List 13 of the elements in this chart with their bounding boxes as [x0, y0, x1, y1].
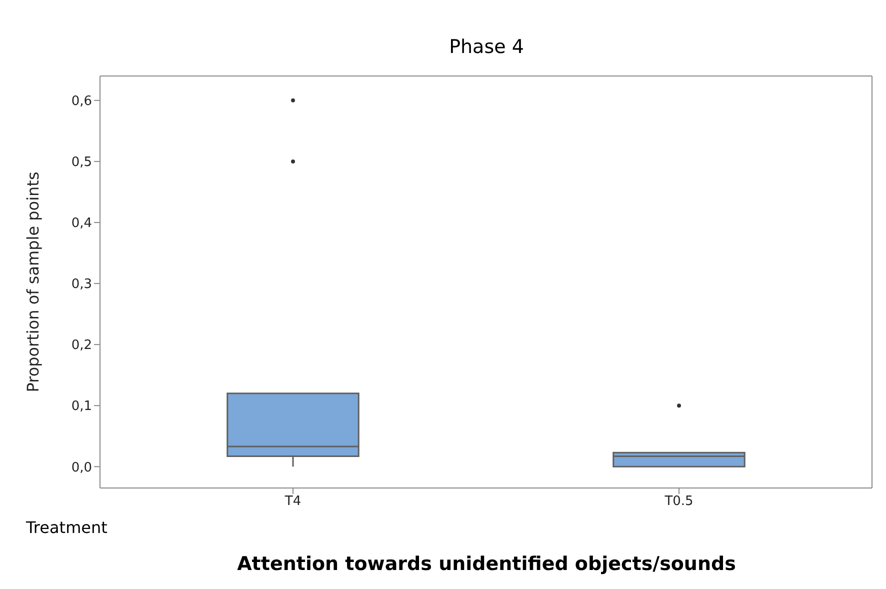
y-tick-label: 0,3: [71, 277, 92, 292]
y-tick-label: 0,4: [71, 216, 92, 232]
x-tick-label: T0.5: [664, 494, 694, 510]
y-axis-title: Proportion of sample points: [24, 172, 43, 392]
y-tick-label: 0,5: [71, 155, 92, 170]
y-tick-label: 0,2: [71, 338, 92, 354]
y-tick-label: 0,1: [71, 399, 92, 414]
y-tick-label: 0,0: [71, 460, 92, 476]
x-axis-title: Attention towards unidentified objects/sounds: [236, 553, 737, 575]
chart-title: Phase 4: [448, 36, 525, 58]
x-tick-label: T4: [284, 494, 302, 510]
y-tick-label: 0,6: [71, 94, 92, 110]
text: Treatment: [26, 518, 108, 537]
